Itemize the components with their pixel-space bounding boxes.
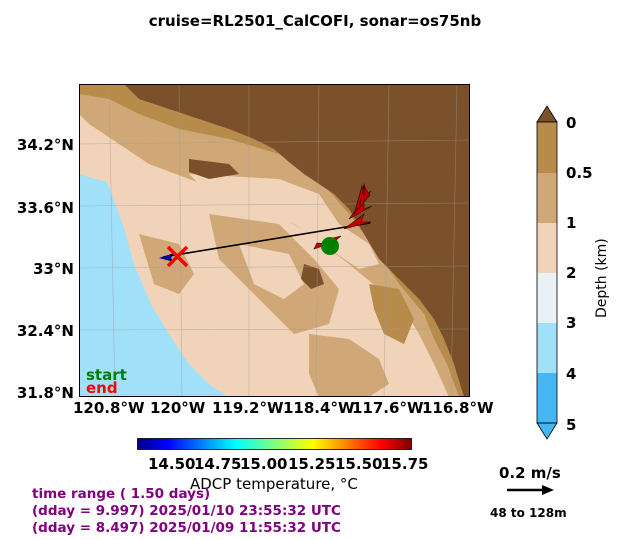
vector-arrow-west [159, 253, 174, 262]
temp-tick: 15.50 [335, 455, 383, 473]
time-range-line: time range ( 1.50 days) [32, 486, 211, 502]
lon-label: 117.6°W [352, 399, 424, 417]
figure-title: cruise=RL2501_CalCOFI, sonar=os75nb [148, 12, 482, 30]
legend-end: end [86, 379, 118, 397]
ridge-feature-1 [189, 159, 239, 179]
depth-tick: 0.5 [566, 164, 593, 182]
start-marker [321, 237, 339, 255]
depth-tick: 0 [566, 114, 577, 132]
depth-tick: 1 [566, 214, 577, 232]
ocean-shelf [79, 179, 239, 397]
map-panel [79, 84, 470, 397]
lon-label: 116.8°W [422, 399, 494, 417]
ship-track [162, 222, 371, 258]
graticule [79, 84, 470, 397]
basin-feature-4 [139, 234, 194, 294]
temp-tick: 15.75 [381, 455, 429, 473]
depth-range-label: 48 to 128m [490, 506, 567, 520]
basin-feature-5 [309, 334, 389, 397]
lat-label: 33.6°N [16, 199, 74, 217]
lon-label: 119.2°W [212, 399, 284, 417]
vector-arrow [343, 213, 372, 230]
vector-scale-arrow [507, 485, 554, 495]
depth-tick: 5 [566, 416, 577, 434]
temp-tick: 14.50 [148, 455, 196, 473]
lat-label: 34.2°N [16, 136, 74, 154]
depth-tick: 2 [566, 264, 577, 282]
temp-axis-label: ADCP temperature, °C [190, 475, 358, 493]
legend-start: start [86, 366, 127, 384]
ridge-feature-2 [301, 264, 324, 289]
time-range-line: (dday = 9.997) 2025/01/10 23:55:32 UTC [32, 503, 341, 519]
depth-colorbar [536, 105, 558, 440]
lat-label: 33°N [33, 260, 74, 278]
vector-scale-label: 0.2 m/s [499, 464, 561, 482]
end-marker [166, 245, 189, 268]
temp-tick: 14.75 [194, 455, 242, 473]
basin-feature-3 [239, 244, 304, 299]
lon-label: 118.4°W [283, 399, 355, 417]
temp-tick: 15.00 [240, 455, 288, 473]
lat-label: 32.4°N [16, 322, 74, 340]
depth-axis-label: Depth (km) [594, 238, 610, 318]
temp-tick: 15.25 [288, 455, 336, 473]
temperature-colorbar [137, 438, 412, 450]
land [124, 84, 470, 397]
lon-label: 120.8°W [73, 399, 145, 417]
lat-label: 31.8°N [16, 384, 74, 402]
depth-tick: 3 [566, 314, 577, 332]
time-range-line: (dday = 8.497) 2025/01/09 11:55:32 UTC [32, 520, 341, 536]
lon-label: 120°W [150, 399, 206, 417]
vector-arrow [363, 186, 371, 203]
depth-tick: 4 [566, 365, 577, 383]
